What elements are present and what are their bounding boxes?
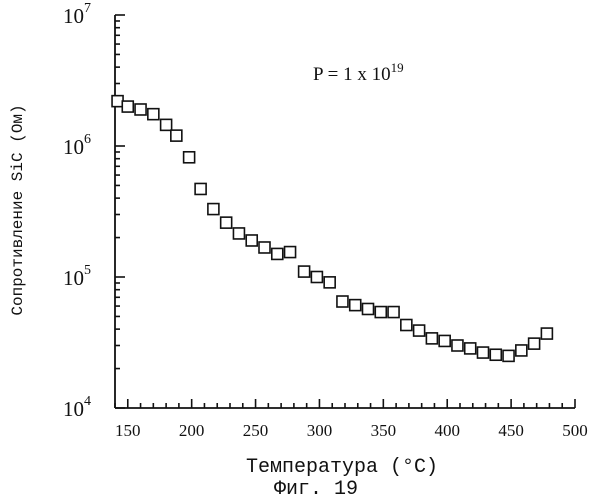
y-tick-exponent: 6 [84,132,91,147]
x-tick-group: 150 200 250 300 350 400 450 500 [115,399,588,440]
data-point [350,300,361,311]
doping-annotation: P = 1 x 1019 [313,60,404,85]
x-axis-label-unit: (°C) [390,456,438,479]
x-tick-label: 200 [179,421,205,440]
y-tick-base: 10 [63,397,84,421]
x-tick-label: 350 [371,421,397,440]
data-point [208,204,219,215]
data-point [490,349,501,360]
data-point [426,333,437,344]
data-point [401,320,412,331]
y-tick-label: 105 [63,263,91,290]
data-point [122,101,133,112]
data-point [452,340,463,351]
data-point [311,272,322,283]
data-point [161,119,172,130]
data-point [337,296,348,307]
data-point [439,335,450,346]
data-point [375,307,386,318]
y-tick-label: 107 [63,1,91,28]
x-axis-label: Температура (°C) [246,456,438,479]
figure-caption: Фиг. 19 [274,478,358,500]
data-point [272,248,283,259]
x-tick-label: 300 [307,421,333,440]
annotation-exponent: 19 [391,60,404,75]
y-tick-label: 104 [63,394,91,421]
data-point [184,152,195,163]
x-tick-label: 450 [498,421,524,440]
data-point [148,109,159,120]
x-tick-label: 150 [115,421,141,440]
data-point [414,325,425,336]
annotation-prefix: P = 1 x 10 [313,64,391,85]
data-point [259,242,270,253]
y-tick-base: 10 [63,266,84,290]
data-point [478,347,489,358]
y-tick-exponent: 7 [84,1,91,16]
data-point [465,343,476,354]
data-point [299,266,310,277]
y-tick-exponent: 5 [84,263,91,278]
x-axis-label-text: Температура [246,456,378,479]
y-tick-exponent: 4 [84,394,91,409]
data-point [285,247,296,258]
y-axis-label: Сопротивление SiC (Ом) [9,104,27,315]
data-point [324,277,335,288]
data-point [529,338,540,349]
data-point [112,96,123,107]
data-point [171,130,182,141]
data-point [516,345,527,356]
data-point [246,235,257,246]
data-point [233,228,244,239]
data-point-group [112,96,552,362]
y-tick-label: 106 [63,132,91,159]
x-tick-label: 500 [562,421,588,440]
data-point [503,350,514,361]
data-point [195,183,206,194]
x-tick-label: 400 [434,421,460,440]
data-point [135,104,146,115]
y-tick-base: 10 [63,135,84,159]
data-point [388,307,399,318]
x-tick-label: 250 [243,421,269,440]
y-tick-base: 10 [63,4,84,28]
data-point [541,328,552,339]
data-point [363,303,374,314]
data-point [221,217,232,228]
